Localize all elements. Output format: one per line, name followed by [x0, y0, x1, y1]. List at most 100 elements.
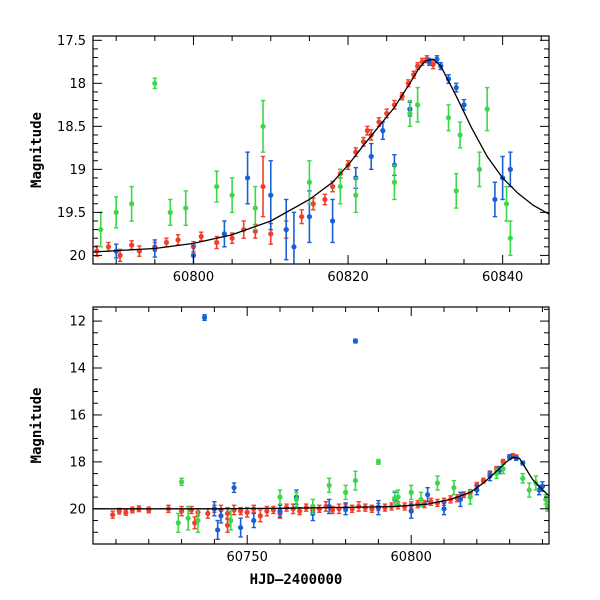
y-tick-label: 18.5	[57, 120, 86, 135]
model-curve	[93, 58, 549, 253]
data-layer	[93, 314, 549, 541]
green-data-point	[277, 494, 283, 500]
blue-data-point	[244, 175, 251, 181]
blue-data-point	[368, 153, 374, 160]
green-data-point	[375, 459, 382, 465]
red-data-point	[198, 233, 204, 240]
blue-data-point	[201, 314, 208, 321]
blue-data-point	[277, 508, 283, 514]
blue-data-point	[215, 527, 221, 533]
red-data-point	[123, 509, 129, 515]
y-tick-label: 19.5	[57, 206, 86, 221]
blue-data-point	[329, 218, 336, 224]
red-data-point	[268, 231, 274, 237]
green-data-point	[391, 179, 398, 185]
blue-data-point	[492, 196, 498, 203]
red-data-point	[415, 63, 421, 69]
green-data-point	[229, 192, 235, 198]
red-data-point	[105, 244, 112, 250]
y-tick-label: 17.5	[57, 34, 86, 49]
red-data-point	[257, 513, 263, 519]
green-data-point	[451, 485, 457, 491]
data-layer	[93, 55, 549, 264]
red-data-point	[310, 201, 316, 207]
blue-data-point	[380, 128, 386, 134]
top-panel: 60800 60820 60840 17.5 18 18.5 19 19.5 20 Magnitu…	[29, 34, 550, 285]
red-data-point	[229, 235, 235, 241]
blue-data-point	[268, 192, 274, 198]
blue-data-point	[487, 473, 493, 479]
red-data-point	[224, 510, 231, 517]
green-data-point	[195, 517, 201, 524]
red-data-point	[238, 508, 244, 514]
red-data-point	[129, 242, 135, 248]
x-tick-label: 60840	[482, 270, 523, 285]
blue-data-point	[457, 496, 464, 503]
blue-data-point	[352, 338, 359, 344]
red-data-point	[214, 239, 220, 246]
green-data-point	[415, 102, 421, 108]
red-data-point	[356, 503, 362, 510]
blue-data-point	[408, 508, 414, 514]
green-data-point	[457, 132, 463, 138]
red-data-point	[322, 196, 328, 203]
green-data-point	[185, 515, 191, 521]
axis-frame	[92, 35, 550, 265]
red-data-point	[178, 508, 185, 514]
green-data-point	[129, 201, 135, 207]
x-tick-label: 60800	[173, 270, 214, 285]
green-data-point	[392, 495, 398, 501]
red-data-point	[116, 508, 122, 514]
red-data-point	[376, 119, 382, 125]
blue-data-point	[218, 513, 224, 519]
blue-data-point	[375, 505, 382, 511]
x-tick-label: 60800	[391, 550, 432, 565]
red-data-point	[329, 183, 336, 190]
green-data-point	[352, 478, 359, 484]
x-axis-label: HJD–2400000	[250, 572, 343, 588]
green-data-point	[175, 520, 181, 526]
y-tick-label: 20	[69, 249, 86, 264]
blue-data-point	[306, 214, 313, 220]
red-data-point	[329, 507, 336, 513]
green-data-point	[407, 110, 413, 117]
red-data-point	[205, 510, 211, 517]
blue-data-point	[283, 226, 289, 233]
green-data-point	[343, 489, 349, 495]
green-data-point	[337, 183, 343, 190]
green-data-point	[167, 209, 173, 215]
green-data-point	[543, 496, 549, 503]
green-data-point	[228, 517, 234, 524]
red-data-point	[382, 505, 388, 511]
red-data-point	[299, 214, 305, 220]
blue-data-point	[425, 492, 431, 498]
x-tick-label: 60820	[327, 270, 368, 285]
red-data-point	[117, 252, 123, 258]
x-tick-label: 60750	[227, 550, 268, 565]
green-data-point	[544, 503, 549, 510]
green-data-point	[183, 205, 189, 211]
y-tick-label: 16	[69, 408, 86, 423]
y-axis-label: Magnitude	[29, 388, 45, 464]
green-data-point	[503, 201, 510, 207]
blue-data-point	[291, 244, 297, 250]
green-data-point	[467, 494, 473, 500]
blue-data-point	[238, 524, 244, 531]
green-data-point	[500, 466, 506, 472]
green-data-point	[408, 489, 414, 495]
red-data-point	[260, 183, 266, 190]
red-data-point	[364, 128, 370, 134]
blue-data-point	[221, 231, 227, 237]
model-curve	[93, 456, 549, 510]
green-data-point	[476, 166, 483, 172]
bottom-panel: 60750 60800 12 14 16 18 20 Magnitude HJD–2400000	[29, 306, 550, 588]
green-data-point	[507, 235, 513, 241]
red-data-point	[224, 522, 231, 528]
green-data-point	[178, 479, 185, 485]
green-data-point	[113, 209, 119, 215]
red-data-point	[244, 509, 250, 515]
y-tick-label: 20	[69, 502, 86, 517]
green-data-point	[434, 480, 441, 486]
blue-data-point	[507, 166, 513, 172]
y-tick-label: 18	[69, 77, 86, 92]
